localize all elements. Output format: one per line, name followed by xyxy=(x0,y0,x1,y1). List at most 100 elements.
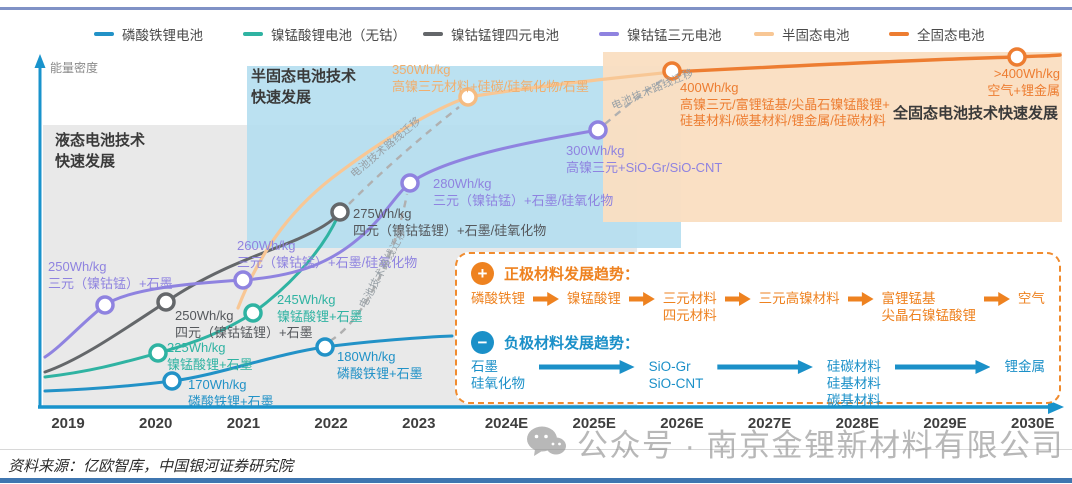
legend-swatch xyxy=(889,32,909,36)
anode-material-flow: 石墨 硅氧化物 SiO-Gr SiO-CNT 硅碳材料 硅基材料 碳基材料 锂金属 xyxy=(471,358,1045,409)
legend-item-semi-solid: 半固态电池 xyxy=(754,26,850,43)
bottom-divider xyxy=(0,478,1072,483)
region-label-semi-solid: 半固态电池技术 快速发展 xyxy=(251,68,357,106)
data-point-marker xyxy=(330,202,350,222)
material-flow-item: 三元高镍材料 xyxy=(758,291,840,306)
migration-dashed-line xyxy=(604,77,665,125)
material-flow-item: 镍锰酸锂 xyxy=(566,291,621,306)
data-point-marker xyxy=(162,371,182,391)
data-point-label: 250Wh/kg 四元（镍钴锰锂）+石墨 xyxy=(175,308,313,340)
x-tick-label: 2020 xyxy=(139,415,173,432)
flow-arrow-icon xyxy=(539,360,635,374)
x-tick-label: 2019 xyxy=(51,415,85,432)
anode-trend-label: 负极材料发展趋势： xyxy=(504,335,640,352)
material-flow-item: 锂金属 xyxy=(1004,359,1045,374)
x-tick-label: 2021 xyxy=(226,415,261,432)
plus-icon: + xyxy=(471,262,494,285)
data-point-marker xyxy=(1007,47,1027,67)
data-point-marker xyxy=(95,295,115,315)
data-point-marker xyxy=(458,87,478,107)
series-curve xyxy=(43,211,341,374)
data-point-marker xyxy=(233,270,253,290)
flow-arrow-icon xyxy=(628,292,655,306)
x-tick-label: 2023 xyxy=(402,415,436,432)
top-divider xyxy=(0,7,1072,10)
x-tick-label: 2030E xyxy=(1011,415,1055,432)
data-point-label: 400Wh/kg 高镍三元/富锂锰基/尖晶石镍锰酸锂+ 硅基材料/碳基材料/锂金… xyxy=(680,80,890,128)
legend-item-lnmo: 镍锰酸锂电池（无钴） xyxy=(243,26,406,43)
data-point-label: 225Wh/kg 镍锰酸锂+石墨 xyxy=(167,340,253,372)
data-point-marker xyxy=(243,303,263,323)
x-tick-label: 2022 xyxy=(314,415,348,432)
data-point-label: 260Wh/kg 三元（镍钴锰）+石墨/硅氧化物 xyxy=(237,238,418,270)
x-tick-label: 2027E xyxy=(747,415,792,432)
x-tick-label: 2025E xyxy=(572,415,616,432)
data-point-marker xyxy=(588,120,608,140)
x-tick-label: 2029E xyxy=(923,415,967,432)
data-point-label: 245Wh/kg 镍锰酸锂+石墨 xyxy=(277,292,363,324)
data-point-marker xyxy=(156,292,176,312)
anode-trend-title: − 负极材料发展趋势： xyxy=(471,331,1045,354)
material-flow-item: 磷酸铁锂 xyxy=(471,291,525,306)
flow-arrow-icon xyxy=(724,292,751,306)
legend-label: 半固态电池 xyxy=(782,28,850,43)
material-flow-item: 富锂锰基 尖晶石镍锰酸锂 xyxy=(881,291,977,323)
cathode-trend-title: + 正极材料发展趋势： xyxy=(471,262,1045,285)
legend-swatch xyxy=(754,32,774,36)
legend-swatch xyxy=(94,32,114,36)
material-flow-item: 三元材料 四元材料 xyxy=(662,291,717,323)
region-label-liquid: 液态电池技术 快速发展 xyxy=(55,132,146,170)
flow-arrow-icon xyxy=(717,360,813,374)
data-point-label: >400Wh/kg 空气+锂金属 xyxy=(987,66,1060,98)
data-point-marker xyxy=(662,61,682,81)
data-point-label: 275Wh/kg 四元（镍钴锰锂）+石墨/硅氧化物 xyxy=(353,206,547,238)
series-curve xyxy=(670,53,1062,74)
region-label-all-solid: 全固态电池技术快速发展 xyxy=(893,105,1059,122)
legend-label: 全固态电池 xyxy=(917,28,985,43)
material-flow-item: 空气 xyxy=(1017,291,1045,306)
legend-label: 镍锰酸锂电池（无钴） xyxy=(271,28,406,43)
legend-label: 磷酸铁锂电池 xyxy=(122,28,203,43)
y-axis-arrow-icon xyxy=(34,54,46,68)
x-axis-arrow-icon xyxy=(1048,400,1064,414)
material-flow-item: SiO-Gr SiO-CNT xyxy=(648,359,704,391)
flow-arrow-icon xyxy=(983,292,1010,306)
material-flow-item: 硅碳材料 硅基材料 碳基材料 xyxy=(826,359,881,408)
legend-item-solid: 全固态电池 xyxy=(889,26,985,43)
data-point-label: 170Wh/kg 磷酸铁锂+石墨 xyxy=(188,377,274,409)
legend-item-quaternary: 镍钴锰锂四元电池 xyxy=(423,26,559,43)
data-point-label: 180Wh/kg 磷酸铁锂+石墨 xyxy=(337,349,423,381)
data-point-label: 300Wh/kg 高镍三元+SiO-Gr/SiO-CNT xyxy=(566,143,723,175)
series-curve xyxy=(43,334,454,393)
x-tick-label: 2028E xyxy=(835,415,879,432)
data-point-marker xyxy=(400,173,420,193)
region-all-solid-battery xyxy=(603,52,1062,222)
flow-arrow-icon xyxy=(895,360,991,374)
source-note: 资料来源：亿欧智库，中国银河证券研究院 xyxy=(8,459,294,475)
data-point-label: 350Wh/kg 高镍三元材料+硅碳/硅氧化物/石墨 xyxy=(392,62,589,94)
cathode-material-flow: 磷酸铁锂 镍锰酸锂 三元材料 四元材料 三元高镍材料 富锂锰基 尖晶石镍锰酸锂 空气 xyxy=(471,290,1045,324)
migration-dashed-line xyxy=(348,106,460,205)
cathode-trend-label: 正极材料发展趋势： xyxy=(504,266,640,283)
material-trends-box: + 正极材料发展趋势： 磷酸铁锂 镍锰酸锂 三元材料 四元材料 三元高镍材料 富锂锰基 … xyxy=(455,252,1061,408)
x-tick-label: 2026E xyxy=(660,415,704,432)
data-point-marker xyxy=(148,343,168,363)
legend-label: 镍钴锰锂四元电池 xyxy=(451,28,559,43)
flow-arrow-icon xyxy=(847,292,874,306)
legend-swatch xyxy=(599,32,619,36)
series-curve xyxy=(236,70,674,310)
legend-item-ternary: 镍钴锰三元电池 xyxy=(599,26,722,43)
minus-icon: − xyxy=(471,331,494,354)
y-axis-label: 能量密度 xyxy=(50,61,99,75)
data-point-label: 280Wh/kg 三元（镍钴锰）+石墨/硅氧化物 xyxy=(433,176,614,208)
legend-label: 镍钴锰三元电池 xyxy=(627,28,722,43)
data-point-marker xyxy=(315,337,335,357)
legend-swatch xyxy=(423,32,443,36)
data-point-label: 250Wh/kg 三元（镍钴锰）+石墨 xyxy=(48,259,173,291)
material-flow-item: 石墨 硅氧化物 xyxy=(471,359,525,391)
x-tick-label: 2024E xyxy=(484,415,529,432)
legend-item-lfp: 磷酸铁锂电池 xyxy=(94,26,203,43)
legend-swatch xyxy=(243,32,263,36)
